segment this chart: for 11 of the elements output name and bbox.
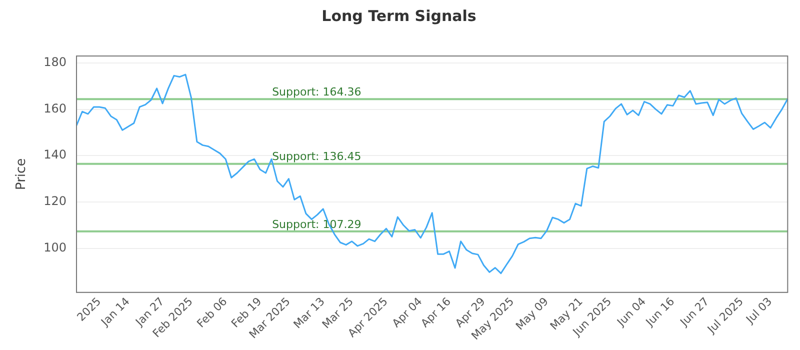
ref-line-label: Support: 136.45: [272, 150, 362, 164]
y-tick-label: 180: [44, 55, 67, 70]
chart-title: Long Term Signals: [322, 6, 476, 25]
y-tick-label: 120: [44, 194, 67, 208]
x-tick-label: Jul 03: [742, 294, 775, 327]
y-tick-label: 140: [44, 148, 67, 162]
y-tick-label: 100: [44, 240, 67, 254]
x-tick-label: Feb 06: [194, 294, 230, 330]
y-tick-label: 160: [44, 101, 67, 116]
y-axis-title: Price: [14, 158, 30, 190]
ref-line-label: Support: 164.36: [272, 86, 362, 99]
